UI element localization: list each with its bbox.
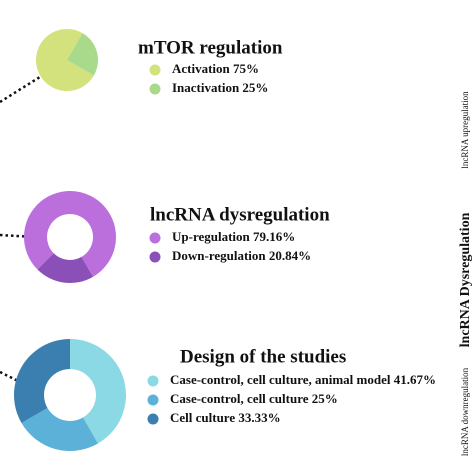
chart-title: mTOR regulation bbox=[138, 37, 283, 58]
slice bbox=[37, 253, 94, 284]
legend-name: Down-regulation bbox=[172, 248, 266, 263]
legend-value: 25% bbox=[312, 391, 338, 406]
chart-title: lncRNA dysregulation bbox=[150, 204, 330, 225]
slice bbox=[21, 407, 98, 452]
legend-swatch bbox=[149, 64, 161, 76]
legend-label: Activation 75% bbox=[172, 61, 259, 76]
legend-value: 33.33% bbox=[238, 410, 280, 425]
slice bbox=[35, 29, 94, 91]
legend-label: Case-control, cell culture, animal model… bbox=[170, 372, 436, 387]
legend-swatch bbox=[147, 413, 159, 425]
legend-value: 79.16% bbox=[253, 229, 295, 244]
slice bbox=[24, 191, 117, 277]
legend-label: Inactivation 25% bbox=[172, 80, 268, 95]
legend-label: Case-control, cell culture 25% bbox=[170, 391, 338, 406]
slice bbox=[13, 339, 70, 423]
legend-swatch bbox=[147, 375, 159, 387]
legend-value: 25% bbox=[242, 80, 268, 95]
side-label: lncRNA downregulation bbox=[460, 367, 470, 456]
pie-chart bbox=[13, 339, 127, 452]
legend-value: 75% bbox=[233, 61, 259, 76]
legend-swatch bbox=[147, 394, 159, 406]
chart-title: Design of the studies bbox=[180, 346, 346, 367]
legend-swatch bbox=[149, 83, 161, 95]
legend-name: Case-control, cell culture, animal model bbox=[170, 372, 391, 387]
slice bbox=[67, 33, 98, 76]
legend-label: Cell culture 33.33% bbox=[170, 410, 281, 425]
legend-label: Up-regulation 79.16% bbox=[172, 229, 295, 244]
legend-value: 20.84% bbox=[269, 248, 311, 263]
legend-name: Cell culture bbox=[170, 410, 235, 425]
legend-name: Up-regulation bbox=[172, 229, 251, 244]
legend-name: Activation bbox=[172, 61, 231, 76]
legend-swatch bbox=[149, 232, 161, 244]
legend-label: Down-regulation 20.84% bbox=[172, 248, 311, 263]
legend-swatch bbox=[149, 251, 161, 263]
legend-name: Case-control, cell culture bbox=[170, 391, 309, 406]
side-label: lncRNA upregulation bbox=[460, 91, 470, 169]
side-label: lncRNA Dysregulation bbox=[458, 212, 473, 347]
pie-chart bbox=[35, 29, 98, 91]
connector bbox=[0, 58, 68, 104]
legend-value: 41.67% bbox=[394, 372, 436, 387]
slice bbox=[70, 339, 127, 444]
pie-chart bbox=[24, 191, 117, 284]
legend-name: Inactivation bbox=[172, 80, 240, 95]
